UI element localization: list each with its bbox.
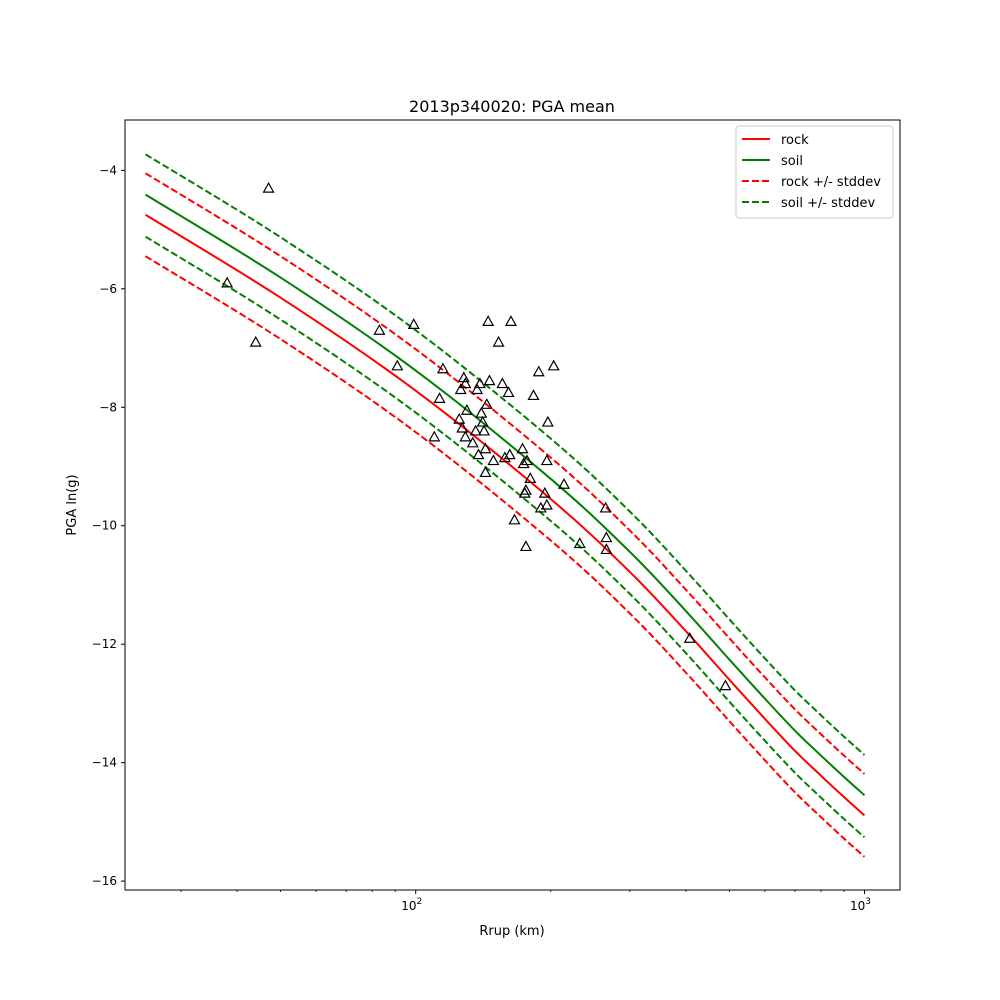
legend-label-rock-stddev: rock +/- stddev xyxy=(781,175,881,190)
y-tick-label-6: −4 xyxy=(99,163,117,177)
plot-frame xyxy=(124,119,901,891)
observation-point-26 xyxy=(480,398,493,409)
observation-point-6 xyxy=(428,430,441,442)
observation-point-34 xyxy=(503,448,516,460)
observation-layer xyxy=(221,181,732,691)
y-tick-label-2: −12 xyxy=(92,637,117,651)
observation-point-29 xyxy=(487,454,500,466)
series-line-0-rock xyxy=(145,213,866,817)
observation-point-9 xyxy=(453,412,466,424)
observation-point-18 xyxy=(471,383,484,395)
observation-point-55 xyxy=(600,531,613,543)
observation-point-13 xyxy=(459,377,472,389)
observation-point-27 xyxy=(482,315,495,326)
legend-label-soil: soil xyxy=(781,154,803,169)
observation-point-0 xyxy=(221,276,234,288)
observation-point-44 xyxy=(527,389,540,401)
observation-point-25 xyxy=(479,466,492,478)
observation-point-7 xyxy=(433,392,446,403)
series-line-2-rock-stddev xyxy=(145,172,866,775)
observation-point-19 xyxy=(472,448,485,460)
observation-point-58 xyxy=(719,679,732,691)
observation-point-49 xyxy=(540,454,553,466)
observation-point-33 xyxy=(502,386,515,398)
legend-box xyxy=(735,125,894,219)
observation-point-41 xyxy=(519,483,532,495)
observation-point-43 xyxy=(524,472,537,483)
series-line-3 xyxy=(145,255,866,858)
observation-point-45 xyxy=(532,365,545,377)
observation-point-56 xyxy=(600,543,613,555)
observation-point-42 xyxy=(520,454,534,466)
observation-point-21 xyxy=(475,406,488,418)
x-tick-exponent-1: 3 xyxy=(865,897,871,907)
observation-point-14 xyxy=(459,430,472,442)
x-axis: 102 103 xyxy=(180,890,871,913)
observation-point-37 xyxy=(516,442,529,454)
observation-point-24 xyxy=(479,442,492,454)
observation-point-47 xyxy=(538,486,551,498)
y-axis-label: PGA ln(g) xyxy=(65,474,80,535)
observation-point-10 xyxy=(454,383,467,395)
y-tick-label-1: −14 xyxy=(92,756,117,770)
observation-point-52 xyxy=(557,478,571,489)
observation-point-38 xyxy=(517,457,530,469)
observation-point-35 xyxy=(504,315,517,326)
x-axis-label: Rrup (km) xyxy=(479,924,544,939)
observation-point-30 xyxy=(492,335,505,347)
observation-point-15 xyxy=(460,403,473,415)
observation-point-36 xyxy=(508,513,521,525)
observation-point-22 xyxy=(476,415,489,427)
observation-point-57 xyxy=(683,632,696,643)
series-line-4-soil-stddev xyxy=(145,153,866,756)
x-tick-exponent-0: 2 xyxy=(416,897,422,907)
observation-point-20 xyxy=(473,377,486,389)
legend: rock soil rock +/- stddev soil +/- stddev xyxy=(735,125,894,219)
observation-point-4 xyxy=(391,359,404,371)
observation-point-50 xyxy=(541,415,554,427)
observation-point-31 xyxy=(496,377,509,389)
observation-point-32 xyxy=(498,451,511,463)
observation-point-28 xyxy=(483,374,496,386)
observation-point-3 xyxy=(373,324,386,335)
observation-point-40 xyxy=(519,540,532,552)
y-tick-label-4: −8 xyxy=(99,400,117,414)
y-axis: −16 −14 −12 −10 −8 −6 −4 xyxy=(92,163,125,888)
y-tick-label-5: −6 xyxy=(99,282,117,296)
series-line-1-soil xyxy=(145,193,866,796)
y-tick-label-0: −16 xyxy=(92,874,117,888)
observation-point-54 xyxy=(599,501,612,513)
observation-point-2 xyxy=(249,335,262,347)
observation-point-11 xyxy=(456,421,469,433)
legend-label-soil-stddev: soil +/- stddev xyxy=(781,196,876,211)
observation-point-17 xyxy=(469,424,482,436)
legend-label-rock: rock xyxy=(781,133,809,148)
observation-point-51 xyxy=(547,359,560,371)
observation-point-23 xyxy=(478,424,491,436)
observation-point-53 xyxy=(573,537,586,549)
chart-title: 2013p340020: PGA mean xyxy=(409,97,615,116)
observation-point-16 xyxy=(466,436,479,448)
observation-point-1 xyxy=(262,181,275,193)
observation-point-48 xyxy=(540,498,553,510)
curve-layer xyxy=(145,153,866,858)
series-line-5 xyxy=(145,235,866,839)
observation-point-5 xyxy=(407,318,420,329)
observation-point-8 xyxy=(436,362,449,374)
y-tick-label-3: −10 xyxy=(92,519,117,533)
